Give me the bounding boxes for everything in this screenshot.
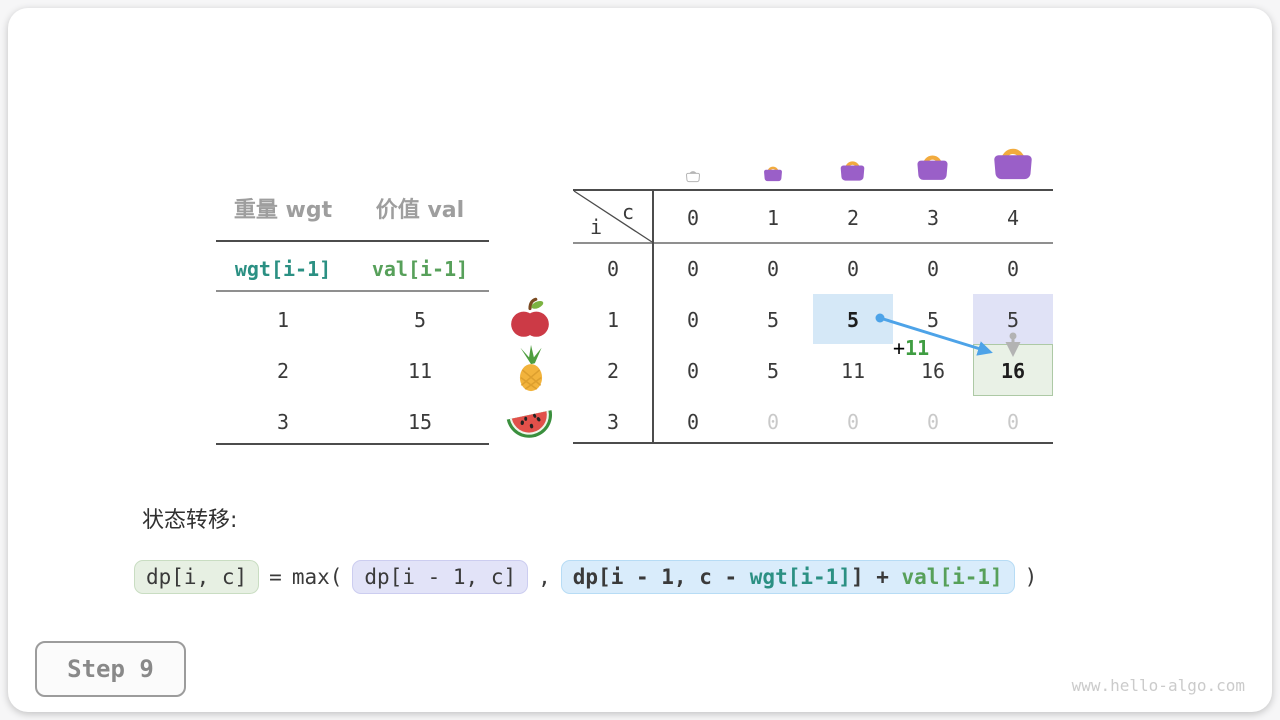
- bag-icon-size-1: [762, 161, 784, 187]
- dp-row-label: 3: [606, 410, 620, 434]
- dp-col-header: 0: [686, 206, 700, 230]
- dp-cell-0-4: 0: [1006, 257, 1020, 281]
- dp-cell-1-4: 5: [1006, 308, 1020, 332]
- dp-col-header: 3: [926, 206, 940, 230]
- item-row-val: 5: [413, 308, 427, 332]
- watermelon-icon: [504, 398, 556, 446]
- dp-row-label: 0: [606, 257, 620, 281]
- item-row-wgt: 1: [276, 308, 290, 332]
- dp-cell-3-2: 0: [846, 410, 860, 434]
- dp-cell-2-2: 11: [840, 359, 866, 383]
- figure-card: [8, 8, 1272, 712]
- item-row-wgt: 3: [276, 410, 290, 434]
- add-value-annotation: +11: [893, 337, 929, 359]
- formula-arg2-wgt: wgt[i-1]: [749, 565, 851, 589]
- item-row-val: 11: [407, 359, 433, 383]
- dp-cell-0-2: 0: [846, 257, 860, 281]
- dp-row-label: 2: [606, 359, 620, 383]
- formula-arg2-prefix: dp[i - 1, c -: [572, 565, 750, 589]
- bag-icon-size-4: [990, 137, 1036, 187]
- dp-row-label: 1: [606, 308, 620, 332]
- formula-comma: ,: [538, 565, 551, 589]
- apple-icon: [508, 297, 552, 345]
- items-table-rule-top: [216, 240, 489, 242]
- items-table-rule-bottom: [216, 443, 489, 445]
- dp-cell-1-0: 0: [686, 308, 700, 332]
- added-value: 11: [905, 336, 930, 360]
- transition-label: 状态转移:: [142, 508, 238, 533]
- item-row-val: 15: [407, 410, 433, 434]
- formula-arg2-val: val[i-1]: [901, 565, 1003, 589]
- items-weight-header: 重量 wgt: [233, 198, 333, 223]
- pineapple-icon: [511, 343, 551, 397]
- dp-table-rule-vertical: [652, 189, 654, 444]
- dp-cell-2-4: 16: [1000, 359, 1026, 383]
- formula-lhs-box: dp[i, c]: [134, 560, 260, 594]
- dp-col-header: 1: [766, 206, 780, 230]
- dp-cell-1-2: 5: [846, 308, 860, 332]
- dp-corner-row-var: i: [589, 215, 603, 239]
- formula-close-paren: ): [1024, 565, 1038, 589]
- dp-cell-0-3: 0: [926, 257, 940, 281]
- items-table-rule-mid: [216, 290, 489, 292]
- item-row-wgt: 2: [276, 359, 290, 383]
- formula-equals: =: [269, 565, 282, 589]
- step-badge: Step 9: [35, 641, 186, 697]
- dp-cell-3-4: 0: [1006, 410, 1020, 434]
- dp-cell-2-1: 5: [766, 359, 780, 383]
- formula-arg1-box: dp[i - 1, c]: [352, 560, 529, 594]
- dp-cell-3-1: 0: [766, 410, 780, 434]
- dp-col-header: 2: [846, 206, 860, 230]
- plus-sign: +: [893, 336, 906, 360]
- formula-max-open: max(: [291, 565, 343, 589]
- dp-cell-2-3: 16: [920, 359, 946, 383]
- dp-col-header: 4: [1006, 206, 1020, 230]
- dp-table-rule-top: [573, 189, 1053, 191]
- dp-table-rule-header: [573, 242, 1053, 244]
- bag-icon-size-2: [838, 154, 867, 187]
- items-weight-subheader: wgt[i-1]: [234, 257, 332, 281]
- bag-icon-size-3: [914, 146, 951, 187]
- dp-table-rule-bottom: [573, 442, 1053, 444]
- formula-arg2-mid: ] +: [850, 565, 902, 589]
- empty-bag-icon: [685, 167, 701, 187]
- dp-cell-2-0: 0: [686, 359, 700, 383]
- dp-cell-3-0: 0: [686, 410, 700, 434]
- dp-cell-1-3: 5: [926, 308, 940, 332]
- items-value-subheader: val[i-1]: [371, 257, 469, 281]
- dp-cell-0-1: 0: [766, 257, 780, 281]
- dp-cell-1-1: 5: [766, 308, 780, 332]
- items-value-header: 价值 val: [375, 198, 465, 223]
- dp-cell-3-3: 0: [926, 410, 940, 434]
- formula-arg2-box: dp[i - 1, c - wgt[i-1]] + val[i-1]: [560, 560, 1015, 594]
- transition-formula: dp[i, c] = max( dp[i - 1, c] , dp[i - 1,…: [134, 560, 1037, 594]
- watermark: www.hello-algo.com: [1071, 676, 1245, 695]
- dp-cell-0-0: 0: [686, 257, 700, 281]
- dp-corner-col-var: c: [621, 200, 635, 224]
